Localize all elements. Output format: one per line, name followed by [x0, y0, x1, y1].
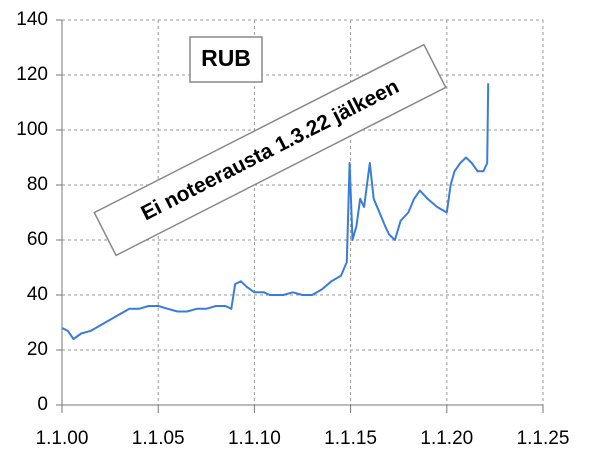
- note-box: [93, 43, 447, 257]
- y-tick-label: 80: [27, 174, 48, 195]
- y-tick-label: 60: [27, 229, 48, 250]
- label-box: [189, 36, 263, 83]
- x-tick-label: 1.1.15: [324, 428, 377, 449]
- y-tick-label: 40: [27, 284, 48, 305]
- annotation: RUB: [201, 45, 251, 71]
- x-tick-label: 1.1.25: [517, 428, 570, 449]
- x-tick-label: 1.1.00: [36, 428, 89, 449]
- y-tick-label: 100: [16, 119, 48, 140]
- plot: 0 20 40 60 80 100 120 140 1.1.00 1.1.05 1.1.10 1.1.…: [16, 9, 569, 449]
- y-tick-label: 20: [27, 339, 48, 360]
- note: Ei noteerausta 1.3.22 jälkeen: [93, 43, 447, 257]
- x-tick-label: 1.1.20: [420, 428, 473, 449]
- y-tick-label: 120: [16, 64, 48, 85]
- x-tick-label: 1.1.10: [228, 428, 281, 449]
- y-tick-label: 140: [16, 9, 48, 30]
- y-tick-label: 0: [37, 394, 48, 415]
- x-tick-label: 1.1.05: [132, 428, 185, 449]
- series-line: [61, 83, 490, 340]
